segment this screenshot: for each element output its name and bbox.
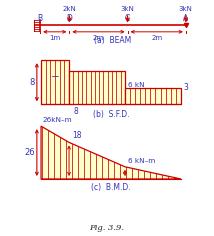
Text: 3kN: 3kN [121,6,135,13]
Text: 6 kN: 6 kN [128,82,144,88]
Text: D: D [66,14,72,23]
Text: (a)  BEAM: (a) BEAM [94,36,132,45]
Text: 26kN–m: 26kN–m [42,117,72,123]
Text: C: C [125,14,130,23]
Text: 18: 18 [72,131,82,140]
Text: 26: 26 [24,148,35,157]
Text: Fig. 3.9.: Fig. 3.9. [89,224,125,232]
Text: A: A [183,14,189,23]
Polygon shape [125,88,181,104]
Text: 2kN: 2kN [62,6,76,13]
Text: (c)  B.M.D.: (c) B.M.D. [91,183,131,192]
Text: B: B [38,14,43,23]
Text: 8: 8 [30,78,35,87]
Polygon shape [41,60,69,104]
Text: 8: 8 [73,107,78,116]
Text: 6 kN–m: 6 kN–m [128,158,156,164]
Text: 3: 3 [183,83,188,92]
Polygon shape [41,126,181,179]
Text: 2m: 2m [93,35,104,41]
Text: (b)  S.F.D.: (b) S.F.D. [93,110,129,119]
Text: 3kN: 3kN [179,6,193,13]
Text: 2m: 2m [151,35,162,41]
Polygon shape [69,71,125,104]
Text: 1m: 1m [49,35,60,41]
Text: −: − [51,72,59,82]
